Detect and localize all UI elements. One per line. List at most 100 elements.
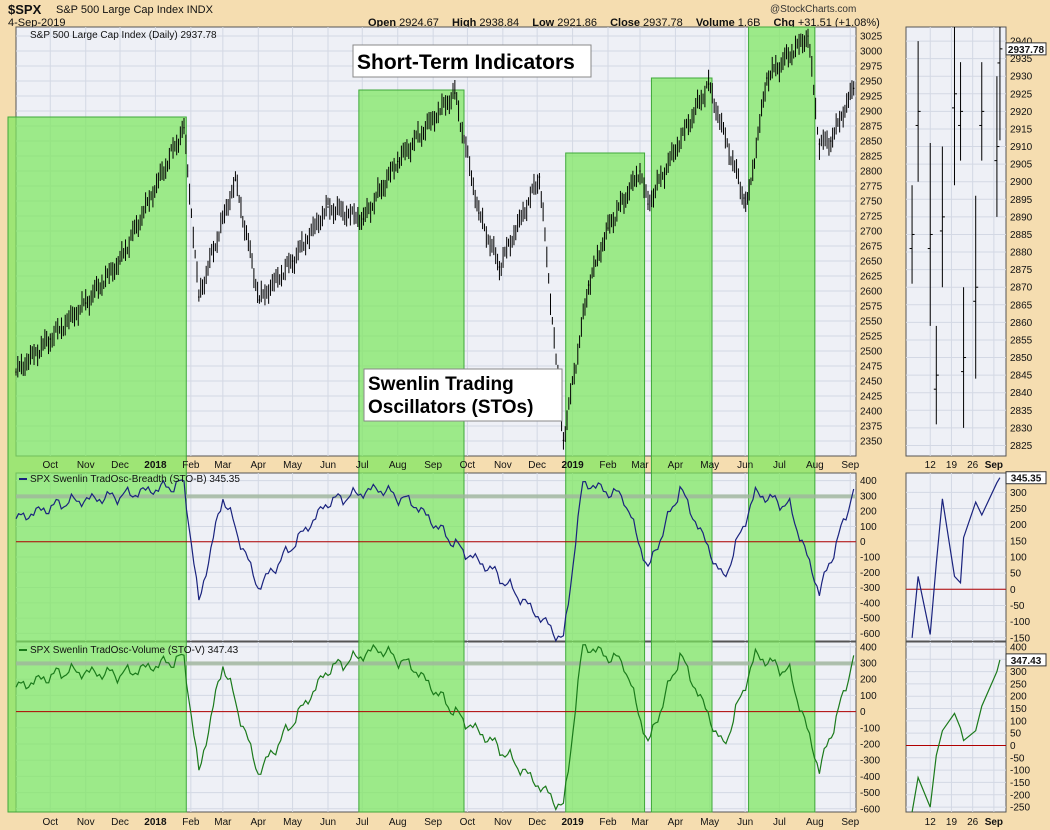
- price-point: [478, 212, 480, 214]
- price-x-tick-label-20: Jun: [737, 460, 753, 471]
- sto_b_detail-y-tick-label-3: 150: [1010, 536, 1027, 547]
- sto_v_detail-series-line: [911, 659, 1001, 813]
- sto_b_detail-current-value-tag: [1005, 471, 1047, 485]
- price-point: [258, 299, 261, 301]
- sto_v-x-tick-label-20: Jun: [737, 817, 753, 828]
- quote-volume-value: 1.6B: [737, 17, 761, 29]
- sto_v-x-tick-label-5: Mar: [214, 817, 232, 828]
- price_detail-y-tick-label-1: 2935: [1010, 54, 1033, 65]
- sto_v-x-tick-label-16: Feb: [599, 817, 617, 828]
- sto_v-overbought-band: [16, 661, 856, 666]
- price-y-tick-label-1: 2375: [860, 422, 883, 433]
- sto_v_detail-y-tick-label-2: 300: [1010, 667, 1027, 678]
- price-point: [454, 92, 456, 94]
- sto_b_detail-y-tick-label-6: 0: [1010, 585, 1016, 596]
- highlight-region-2: [358, 89, 465, 813]
- sto_v-x-tick-label-17: Mar: [631, 817, 649, 828]
- sto_v_detail-y-tick-label-11: -150: [1010, 778, 1030, 789]
- price-x-tick-label-17: Mar: [631, 460, 649, 471]
- price-y-tick-label-22: 2900: [860, 107, 883, 118]
- price_detail-current-value-tag: [1005, 42, 1047, 56]
- price-point: [291, 260, 294, 262]
- price-point: [852, 87, 855, 90]
- price-x-tick-label-3: 2018: [144, 460, 167, 471]
- price_detail-y-tick-label-21: 2835: [1010, 406, 1033, 417]
- sto_b_detail-y-tick-label-2: 200: [1010, 520, 1027, 531]
- sto_v_detail-x-tick-label-2: 26: [967, 817, 979, 828]
- sto_b-y-tick-label-4: 0: [860, 537, 866, 548]
- sto_v-x-tick-label-12: Oct: [460, 817, 476, 828]
- price_detail-y-tick-label-16: 2860: [1010, 318, 1033, 329]
- sto_v_detail-y-tick-label-3: 250: [1010, 679, 1027, 690]
- sto_b_detail-y-tick-label-7: -50: [1010, 601, 1025, 612]
- quote-low-label: Low: [532, 17, 555, 29]
- price-y-tick-label-9: 2575: [860, 302, 883, 313]
- price-point: [538, 176, 541, 178]
- price-y-tick-label-4: 2450: [860, 377, 883, 388]
- sto_v-y-tick-label-9: -500: [860, 788, 880, 799]
- price-y-tick-label-11: 2625: [860, 272, 883, 283]
- sto_v-x-tick-label-22: Aug: [806, 817, 824, 828]
- price-point: [234, 179, 237, 181]
- sto_v-y-tick-label-1: 300: [860, 659, 877, 670]
- sto_b_detail-series-line: [911, 477, 1001, 638]
- price-point: [607, 227, 609, 229]
- price-x-tick-label-13: Nov: [494, 460, 512, 471]
- price-x-tick-label-1: Nov: [77, 460, 95, 471]
- sto_b-y-tick-label-1: 300: [860, 491, 877, 502]
- price-x-tick-label-2: Dec: [111, 460, 129, 471]
- sto-b-panel-title: SPX Swenlin TradOsc-Breadth (STO-B) 345.…: [30, 474, 240, 485]
- price-y-tick-label-5: 2475: [860, 362, 883, 373]
- quote-change-label: Chg: [773, 17, 795, 29]
- price-x-tick-label-10: Aug: [389, 460, 407, 471]
- price_detail-y-tick-label-4: 2920: [1010, 107, 1033, 118]
- ticker-symbol: $SPX: [8, 2, 42, 17]
- sto_v-x-tick-label-0: Oct: [43, 817, 59, 828]
- sto_b_detail-y-tick-label-9: -150: [1010, 633, 1030, 644]
- price_detail-panel-background: [905, 26, 1007, 457]
- price-y-tick-label-6: 2500: [860, 347, 883, 358]
- price_detail-x-tick-label-1: 19: [946, 460, 958, 471]
- price-y-tick-label-0: 2350: [860, 437, 883, 448]
- sto_v_detail-y-tick-label-8: 0: [1010, 741, 1016, 752]
- highlight-region-5: [748, 26, 816, 813]
- sto_b_detail-y-tick-label-4: 100: [1010, 553, 1027, 564]
- price-x-tick-label-11: Sep: [424, 460, 442, 471]
- sto_v-x-tick-label-1: Nov: [77, 817, 95, 828]
- price_detail-x-tick-label-3: Sep: [985, 460, 1003, 471]
- sto_v-x-tick-label-13: Nov: [494, 817, 512, 828]
- sto_v_detail-y-tick-label-4: 200: [1010, 692, 1027, 703]
- price-y-tick-label-2: 2400: [860, 407, 883, 418]
- price_detail-current-value-text: 2937.78: [1008, 45, 1045, 56]
- price-y-tick-label-24: 2950: [860, 77, 883, 88]
- price-y-tick-label-19: 2825: [860, 152, 883, 163]
- price-x-tick-label-19: May: [700, 460, 719, 471]
- source-credit: @StockCharts.com: [770, 4, 857, 15]
- price-x-tick-label-12: Oct: [460, 460, 476, 471]
- price_detail-y-tick-label-20: 2840: [1010, 388, 1033, 399]
- price-x-tick-label-15: 2019: [561, 460, 584, 471]
- price-y-tick-label-23: 2925: [860, 92, 883, 103]
- sto_v-x-tick-label-18: Apr: [668, 817, 684, 828]
- quote-close-value: 2937.78: [643, 17, 683, 29]
- price-x-tick-label-14: Dec: [528, 460, 546, 471]
- ticker-name: S&P 500 Large Cap Index INDX: [56, 4, 213, 16]
- sto_v-y-tick-label-5: -100: [860, 723, 880, 734]
- price_detail-x-tick-label-0: 12: [925, 460, 937, 471]
- price_detail-y-tick-label-7: 2905: [1010, 160, 1033, 171]
- sto_v_detail-y-tick-label-12: -200: [1010, 790, 1030, 801]
- price-x-tick-label-21: Jul: [773, 460, 786, 471]
- sto-v-panel-title: SPX Swenlin TradOsc-Volume (STO-V) 347.4…: [30, 645, 239, 656]
- highlight-region-4: [650, 77, 713, 813]
- sto_b-y-tick-label-0: 400: [860, 476, 877, 487]
- price_detail-y-tick-label-12: 2880: [1010, 248, 1033, 259]
- sto_v-y-tick-label-7: -300: [860, 756, 880, 767]
- price-point: [362, 218, 365, 220]
- price-y-tick-label-10: 2600: [860, 287, 883, 298]
- sto_v-y-tick-label-3: 100: [860, 691, 877, 702]
- sto_b_detail-y-tick-label-1: 250: [1010, 504, 1027, 515]
- quote-high-label: High: [451, 17, 477, 29]
- price-x-tick-label-8: Jun: [320, 460, 336, 471]
- price-y-tick-label-15: 2725: [860, 212, 883, 223]
- price-x-tick-label-23: Sep: [841, 460, 859, 471]
